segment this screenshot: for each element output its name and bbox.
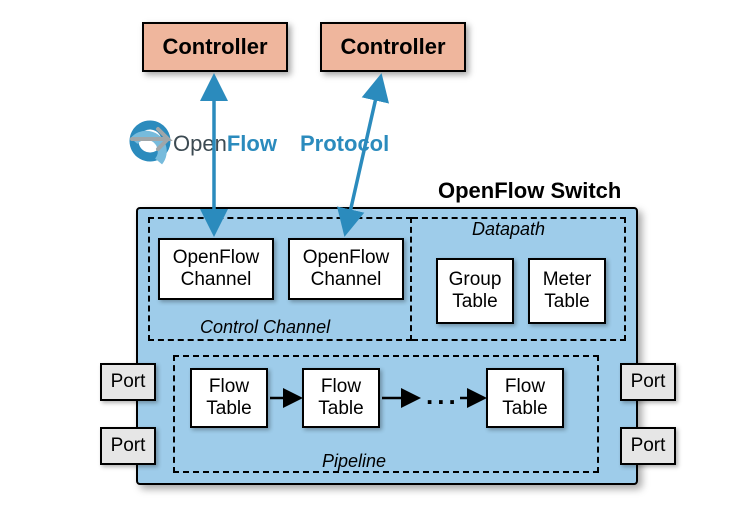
openflow-channel-2: OpenFlow Channel	[288, 238, 404, 300]
controller-box-1: Controller	[142, 22, 288, 72]
pipeline-label: Pipeline	[322, 451, 386, 472]
group-table-box: Group Table	[436, 258, 514, 324]
meter-table-box: Meter Table	[528, 258, 606, 324]
flow-table-2: Flow Table	[302, 368, 380, 428]
diagram-stage: Controller Controller OpenFlow Protocol …	[0, 0, 732, 522]
openflow-channel-1: OpenFlow Channel	[158, 238, 274, 300]
control-channel-label: Control Channel	[200, 317, 330, 338]
controller-box-2: Controller	[320, 22, 466, 72]
openflow-open: Open	[173, 131, 227, 156]
openflow-flow: Flow	[227, 131, 277, 156]
port-4: Port	[620, 427, 676, 465]
protocol-label: Protocol	[300, 131, 389, 157]
switch-title: OpenFlow Switch	[438, 178, 621, 204]
port-3: Port	[620, 363, 676, 401]
flow-table-1: Flow Table	[190, 368, 268, 428]
port-1: Port	[100, 363, 156, 401]
flow-table-3: Flow Table	[486, 368, 564, 428]
datapath-label: Datapath	[472, 219, 545, 240]
port-2: Port	[100, 427, 156, 465]
openflow-label: OpenFlow	[173, 131, 277, 157]
ellipsis-label: ...	[426, 380, 460, 411]
